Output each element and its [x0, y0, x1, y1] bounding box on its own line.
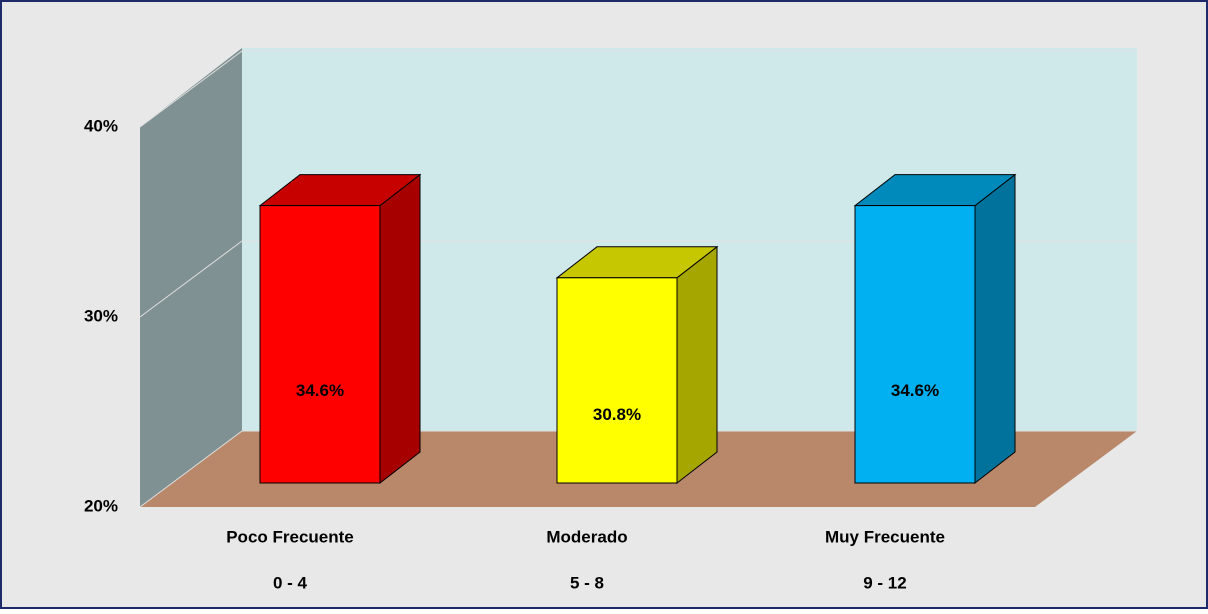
bar: [259, 205, 381, 484]
grid-line: [139, 50, 243, 128]
bar: [854, 205, 976, 484]
x-tick-label: Moderado: [546, 527, 627, 546]
value-label: 30.8%: [593, 405, 641, 424]
y-tick-label: 40%: [84, 116, 118, 135]
x-tick-label: Muy Frecuente: [825, 527, 945, 546]
value-label: 34.6%: [296, 381, 344, 400]
bar-side: [676, 245, 718, 485]
grid-line: [139, 240, 243, 318]
x-tick-label: Poco Frecuente: [226, 527, 354, 546]
grid-line: [139, 430, 243, 508]
value-label: 34.6%: [891, 381, 939, 400]
y-tick-label: 30%: [84, 306, 118, 325]
side-wall: [140, 48, 242, 507]
bar-side: [974, 173, 1016, 485]
x-tick-sublabel: 5 - 8: [570, 573, 604, 592]
bar: [556, 277, 678, 484]
y-tick-label: 20%: [84, 496, 118, 515]
bar-side: [379, 173, 421, 485]
x-tick-sublabel: 0 - 4: [273, 573, 308, 592]
x-tick-sublabel: 9 - 12: [863, 573, 906, 592]
